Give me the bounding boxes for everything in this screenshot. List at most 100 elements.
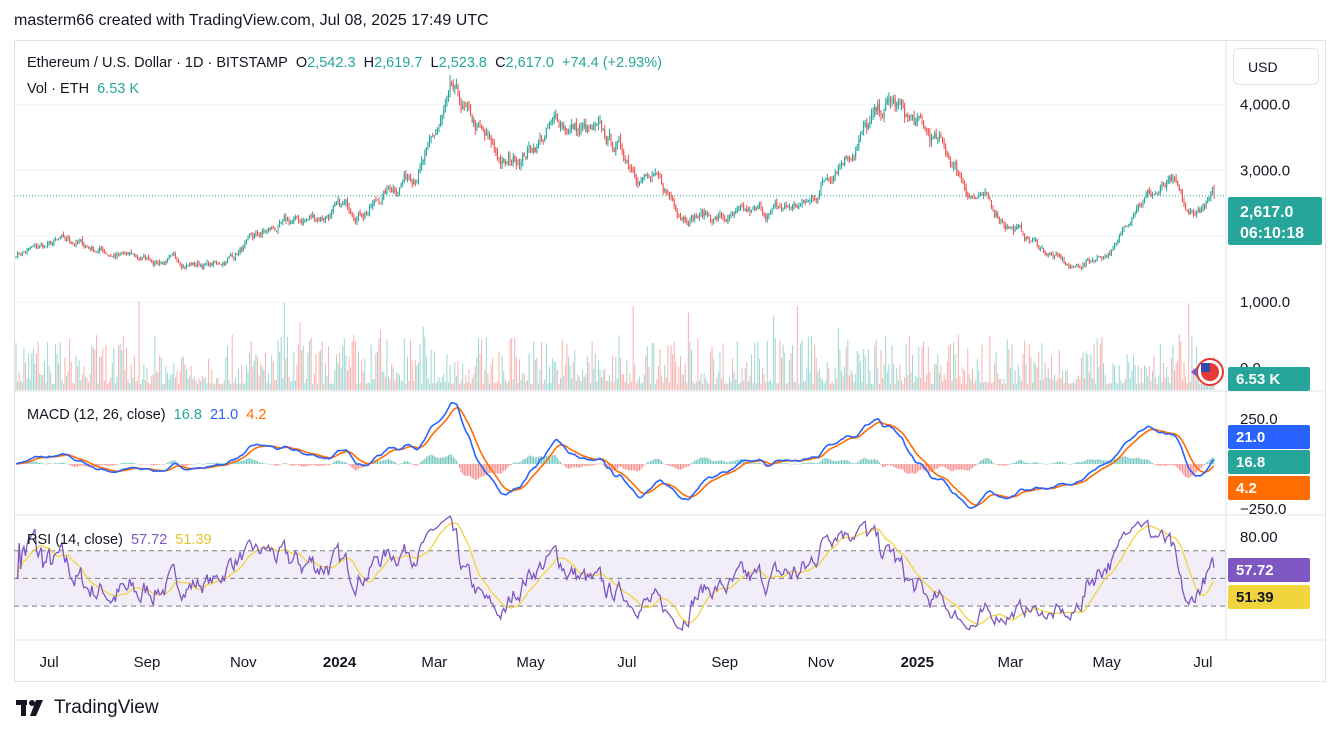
candle-body <box>1055 253 1057 256</box>
volume-bar <box>181 357 183 390</box>
volume-bar <box>28 354 30 390</box>
candle-body <box>954 163 956 165</box>
candle-body <box>447 90 449 97</box>
candle-body <box>1140 205 1142 207</box>
volume-bar <box>781 357 783 390</box>
macd-hist-bar <box>1129 458 1131 464</box>
candle-body <box>364 213 366 218</box>
volume-bar <box>738 383 740 390</box>
candle-body <box>48 240 50 243</box>
candle-body <box>217 262 219 264</box>
macd-hist-value: 16.8 <box>173 407 202 423</box>
candle-body <box>328 216 330 220</box>
volume-bar <box>825 380 827 390</box>
candle-body <box>1076 264 1078 266</box>
macd-hist-bar <box>358 464 360 469</box>
volume-bar <box>689 342 691 390</box>
candle-body <box>94 250 96 252</box>
candle-body <box>844 156 846 165</box>
macd-hist-bar <box>343 462 345 464</box>
candle-body <box>444 104 446 111</box>
macd-hist-bar <box>812 462 814 464</box>
volume-bar <box>721 378 723 390</box>
macd-hist-bar <box>116 464 118 465</box>
macd-hist-bar <box>533 456 535 464</box>
macd-hist-bar <box>777 462 779 464</box>
volume-bar <box>1172 345 1174 390</box>
volume-bar <box>1167 376 1169 390</box>
macd-hist-bar <box>904 464 906 473</box>
macd-hist-bar <box>162 464 164 465</box>
macd-hist-bar <box>1074 462 1076 464</box>
candle-body <box>351 213 353 217</box>
candle-body <box>51 244 53 246</box>
volume-bar <box>1186 383 1188 390</box>
candle-body <box>870 114 872 121</box>
volume-bar <box>290 382 292 390</box>
macd-hist-bar <box>732 461 734 464</box>
macd-hist-bar <box>979 460 981 464</box>
volume-bar <box>1156 383 1158 390</box>
macd-hist-bar <box>680 464 682 470</box>
volume-bar <box>1169 383 1171 390</box>
candle-body <box>825 179 827 181</box>
volume-bar <box>839 349 841 390</box>
candle-body <box>348 206 350 210</box>
candle-body <box>983 194 985 196</box>
macd-hist-bar <box>1016 461 1018 464</box>
volume-bar <box>485 337 487 390</box>
price-chart[interactable]: 4,000.03,000.02,000.01,000.00.0250.0−250… <box>14 40 1326 682</box>
macd-hist-bar <box>320 464 322 466</box>
candle-body <box>443 110 445 115</box>
macd-hist-bar <box>395 463 397 464</box>
volume-bar <box>946 361 948 390</box>
symbol-label[interactable]: Ethereum / U.S. Dollar · 1D · BITSTAMP <box>27 55 288 71</box>
macd-hist-bar <box>1076 462 1078 464</box>
macd-hist-tag: 16.8 <box>1228 450 1310 474</box>
candle-body <box>261 231 263 236</box>
volume-bar <box>571 378 573 390</box>
candle-body <box>790 206 792 209</box>
macd-hist-bar <box>249 458 251 464</box>
rsi-label[interactable]: RSI (14, close) <box>27 532 123 548</box>
candle-body <box>945 146 947 153</box>
macd-label[interactable]: MACD (12, 26, close) <box>27 407 166 423</box>
volume-label[interactable]: Vol · ETH <box>27 81 90 97</box>
candle-body <box>1107 252 1109 257</box>
volume-bar <box>752 383 754 390</box>
volume-bar <box>1066 369 1068 390</box>
macd-hist-bar <box>599 463 601 464</box>
volume-bar <box>968 374 970 390</box>
candle-body <box>116 254 118 258</box>
candle-body <box>130 252 132 254</box>
currency-button[interactable]: USD <box>1233 48 1319 85</box>
macd-hist-bar <box>889 464 891 466</box>
volume-bar <box>937 353 939 390</box>
macd-hist-bar <box>852 462 854 464</box>
volume-bar <box>1041 343 1043 390</box>
volume-bar <box>190 365 192 390</box>
volume-bar <box>1139 383 1141 390</box>
volume-bar <box>238 369 240 390</box>
candle-body <box>413 181 415 184</box>
volume-bar <box>601 377 603 390</box>
macd-hist-bar <box>694 460 696 464</box>
volume-bar <box>1128 362 1130 390</box>
candle-body <box>138 257 140 259</box>
macd-hist-bar <box>54 463 56 464</box>
candle-body <box>1052 253 1054 258</box>
macd-hist-bar <box>324 464 326 466</box>
macd-hist-bar <box>1118 457 1120 464</box>
candle-body <box>932 137 934 139</box>
volume-bar <box>855 374 857 390</box>
open-label: O <box>295 55 308 71</box>
macd-hist-bar <box>580 464 582 468</box>
volume-bar <box>523 373 525 390</box>
volume-bar <box>541 342 543 390</box>
candle-body <box>874 106 876 114</box>
volume-bar <box>410 339 412 390</box>
macd-hist-bar <box>438 458 440 464</box>
macd-hist-bar <box>163 464 165 465</box>
candle-body <box>50 240 52 245</box>
candle-body <box>899 103 901 105</box>
